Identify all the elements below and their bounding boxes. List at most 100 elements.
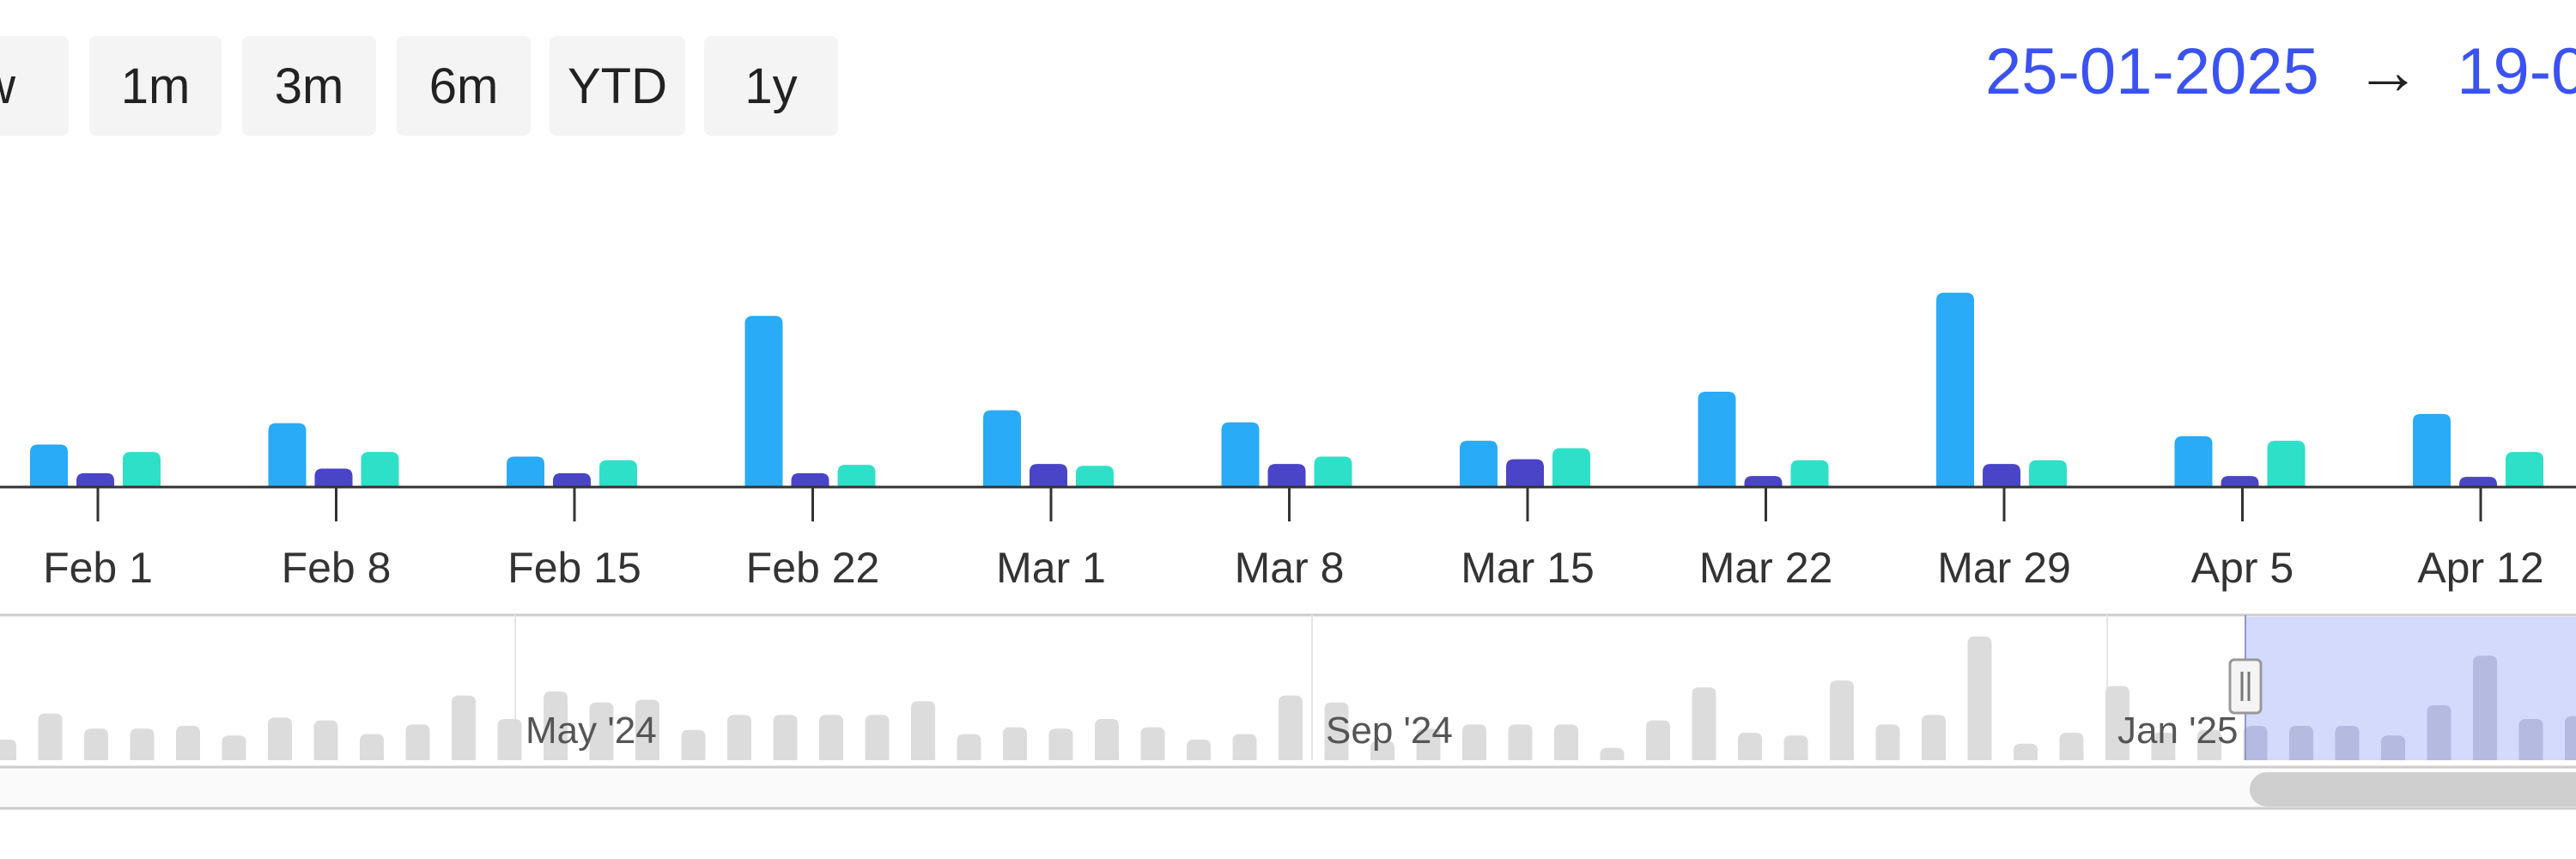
bar-apr-12-s3 xyxy=(2506,452,2543,487)
navigator-bar xyxy=(405,724,430,760)
date-range-arrow-icon: → xyxy=(2355,35,2421,108)
bar-mar-29-s3 xyxy=(2029,460,2067,487)
bar-apr-5-s1 xyxy=(2174,436,2213,487)
bar-mar-22-s1 xyxy=(1698,392,1736,487)
bar-mar-1-s3 xyxy=(1076,466,1114,487)
navigator-bar xyxy=(1003,727,1027,760)
navigator-bar xyxy=(1600,747,1625,760)
x-tick-label-feb-8: Feb 8 xyxy=(282,544,392,592)
navigator-bar xyxy=(1048,728,1073,760)
navigator-label-2: Sep '24 xyxy=(1326,710,1453,752)
bar-feb-22-s3 xyxy=(837,465,876,487)
navigator-bar xyxy=(1922,715,1946,760)
navigator-bar xyxy=(1830,680,1854,760)
bar-feb-15-s1 xyxy=(507,456,544,487)
navigator-left-handle-icon[interactable] xyxy=(2228,658,2263,715)
navigator-bar xyxy=(1095,719,1119,760)
navigator-bar xyxy=(497,719,522,760)
navigator-selected-bar xyxy=(2518,719,2543,760)
range-button-3m[interactable]: 3m xyxy=(242,36,376,136)
navigator-bar xyxy=(1462,724,1486,760)
range-button-1y[interactable]: 1y xyxy=(704,36,838,136)
range-button-1w[interactable]: 1w xyxy=(0,36,69,136)
bar-mar-8-s2 xyxy=(1267,464,1306,487)
navigator-bar xyxy=(635,699,659,760)
handle-body xyxy=(2228,658,2263,715)
navigator-bar xyxy=(819,715,843,760)
scrollbar xyxy=(0,771,2576,810)
bar-mar-8-s1 xyxy=(1221,422,1260,487)
bar-mar-15-s1 xyxy=(1460,441,1498,487)
x-tick-label-mar-22: Mar 22 xyxy=(1699,544,1833,592)
navigator-bar xyxy=(2151,733,2176,760)
navigator-bar xyxy=(38,713,63,760)
scrollbar-track xyxy=(0,771,2576,808)
navigator-bar xyxy=(222,735,246,760)
navigator-bar xyxy=(1738,733,1762,760)
bar-mar-1-s1 xyxy=(983,410,1021,487)
bar-mar-29-s2 xyxy=(1983,464,2020,487)
bar-apr-5-s3 xyxy=(2267,441,2306,487)
navigator-bar xyxy=(1646,720,1670,760)
bar-mar-8-s3 xyxy=(1314,456,1352,487)
bar-mar-29-s1 xyxy=(1936,292,1974,487)
navigator-bar xyxy=(1324,702,1349,760)
navigator-selected-bar xyxy=(2289,726,2313,760)
x-axis: Feb 1 Feb 8 Feb 15 Feb 22 Mar 1 Mar 8 Mar 15 Ma… xyxy=(43,487,2544,592)
navigator-selected-bar xyxy=(2565,716,2576,760)
bar-feb-1-s1 xyxy=(30,444,68,487)
navigator-label-3: Jan '25 xyxy=(2117,710,2239,752)
navigator-bar xyxy=(1279,695,1303,760)
navigator-selected-bar xyxy=(2381,735,2405,760)
navigator-bar xyxy=(313,720,338,760)
plot-area xyxy=(30,292,2543,487)
navigator-bar xyxy=(84,728,108,760)
navigator-bar xyxy=(1370,740,1394,760)
x-tick-label-apr-12: Apr 12 xyxy=(2417,544,2543,592)
bar-feb-8-s3 xyxy=(361,452,399,487)
navigator-bar xyxy=(1875,724,1900,760)
date-range-to[interactable]: 19-0 xyxy=(2457,35,2576,108)
navigator-label-1: May '24 xyxy=(526,710,657,752)
bar-feb-15-s2 xyxy=(553,472,591,487)
bar-mar-22-s3 xyxy=(1790,460,1829,487)
navigator-bar xyxy=(360,734,384,760)
bar-mar-15-s2 xyxy=(1506,459,1544,487)
range-button-6m[interactable]: 6m xyxy=(397,36,531,136)
navigator-bar xyxy=(773,715,798,760)
navigator-bar xyxy=(2014,743,2038,760)
bar-feb-15-s3 xyxy=(599,460,637,487)
bar-mar-1-s2 xyxy=(1030,464,1067,487)
navigator-bar xyxy=(1232,734,1257,760)
navigator-selected-bar xyxy=(2245,726,2268,760)
range-button-1m[interactable]: 1m xyxy=(89,36,222,136)
navigator-bar xyxy=(544,691,568,760)
navigator-bar xyxy=(589,702,614,760)
range-button-ytd[interactable]: YTD xyxy=(550,36,685,136)
x-tick-label-feb-22: Feb 22 xyxy=(746,544,880,592)
navigator-bar xyxy=(957,734,981,760)
date-range-from[interactable]: 25-01-2025 xyxy=(1985,35,2319,108)
x-tick-label-feb-15: Feb 15 xyxy=(507,544,641,592)
scrollbar-thumb[interactable] xyxy=(2250,772,2576,807)
bar-feb-22-s2 xyxy=(791,472,829,487)
x-tick-label-apr-5: Apr 5 xyxy=(2191,544,2294,592)
bar-apr-5-s2 xyxy=(2221,476,2259,487)
navigator-bar xyxy=(0,740,16,760)
bar-apr-12-s1 xyxy=(2413,413,2451,487)
navigator-bar xyxy=(2059,733,2084,760)
bar-feb-8-s1 xyxy=(268,423,307,487)
bar-feb-8-s2 xyxy=(314,468,353,487)
x-tick-label-mar-29: Mar 29 xyxy=(1937,544,2071,592)
bar-mar-15-s3 xyxy=(1552,448,1590,487)
navigator-bar xyxy=(1783,735,1808,760)
bar-feb-22-s1 xyxy=(744,315,783,487)
bar-mar-22-s2 xyxy=(1744,476,1783,487)
x-tick-label-mar-15: Mar 15 xyxy=(1461,544,1595,592)
navigator-bar xyxy=(1187,740,1211,760)
navigator-selected-bar xyxy=(2427,705,2451,760)
navigator-bar xyxy=(130,728,155,760)
x-tick-label-mar-8: Mar 8 xyxy=(1235,544,1345,592)
navigator-bar xyxy=(2105,685,2129,760)
